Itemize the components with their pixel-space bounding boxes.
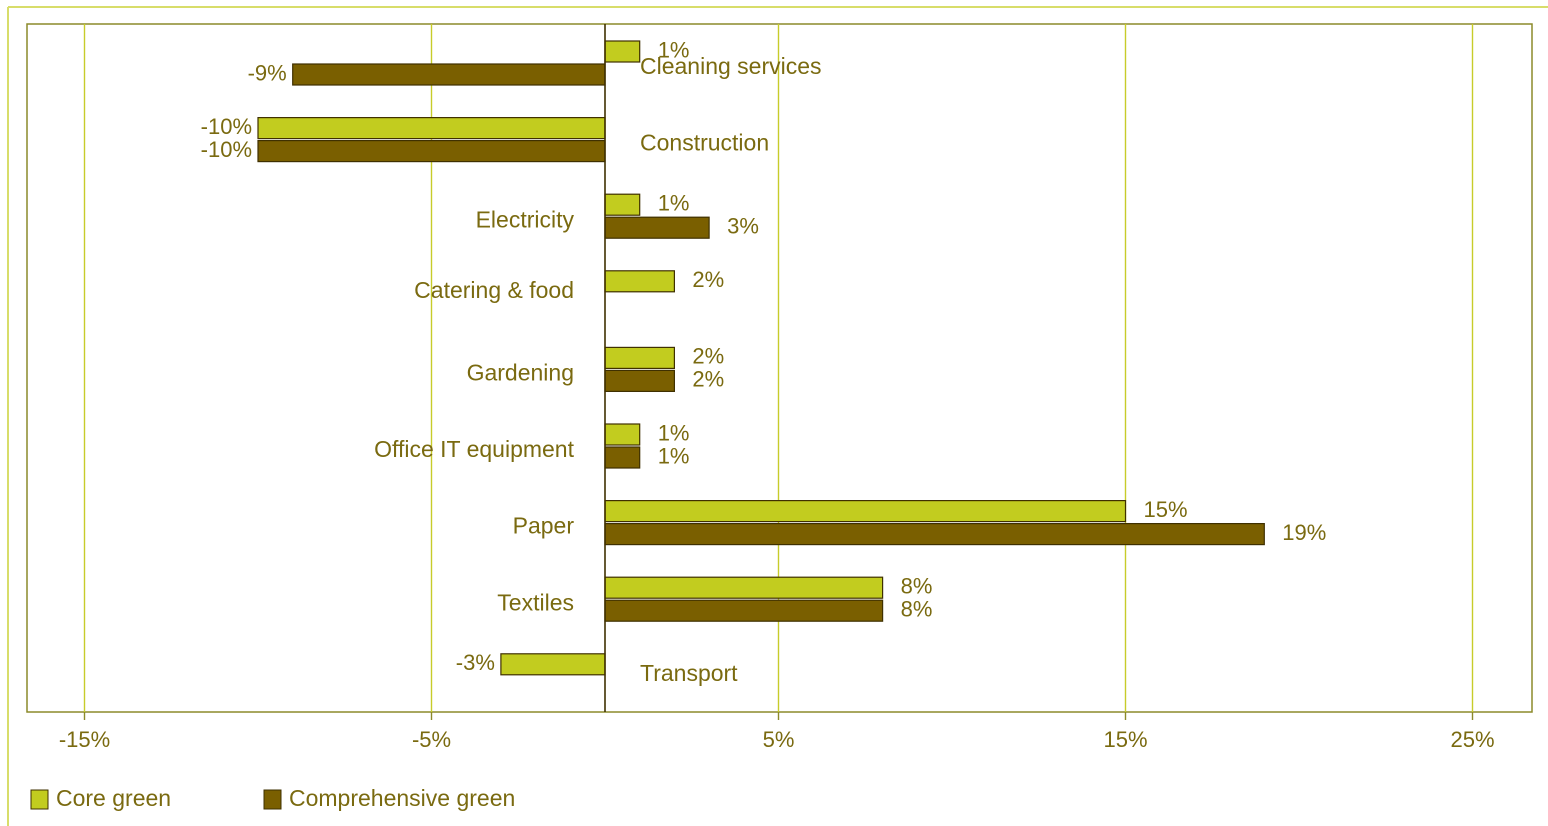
legend-swatch-core-green [30,789,49,810]
category-label: Gardening [467,359,574,385]
bar-core-green [604,500,1127,523]
data-label: -3% [456,650,495,675]
data-label: 8% [901,574,933,599]
bar-comprehensive-green [604,369,676,392]
category-label: Electricity [476,206,575,232]
bar-core-green [604,40,641,63]
bar-core-green [500,653,606,676]
x-tick-label: 15% [1103,727,1147,752]
legend-swatch-comprehensive-green [263,789,282,810]
data-label: -9% [248,60,287,85]
data-label: 1% [658,443,690,468]
bar-comprehensive-green [604,216,710,239]
x-tick-label: -15% [59,727,110,752]
data-label: 2% [692,267,724,292]
category-label: Catering & food [414,277,574,303]
category-label: Paper [513,513,575,539]
bar-comprehensive-green [604,522,1265,546]
data-label: 1% [658,191,690,216]
x-tick-label: -5% [412,727,451,752]
data-label: 3% [727,214,759,239]
bar-core-green [604,346,676,369]
data-label: -10% [201,114,252,139]
data-label: 2% [692,344,724,369]
data-label: 15% [1144,497,1188,522]
bar-comprehensive-green [604,446,641,469]
bar-comprehensive-green [257,140,606,163]
bar-core-green [604,270,676,293]
bar-core-green [604,193,641,216]
data-label: 1% [658,420,690,445]
data-label: 1% [658,37,690,62]
bar-comprehensive-green [292,63,606,86]
bar-core-green [604,576,884,599]
bar-core-green [257,116,606,140]
category-label: Cleaning services [640,53,822,79]
category-label: Construction [640,130,769,156]
data-label: 8% [901,597,933,622]
category-label: Office IT equipment [374,436,574,462]
data-label: -10% [201,137,252,162]
legend-label: Comprehensive green [289,785,515,811]
plot-area [26,23,1533,713]
x-tick-label: 25% [1450,727,1494,752]
data-label: 19% [1282,520,1326,545]
category-label: Transport [640,660,738,686]
x-tick-label: 5% [763,727,795,752]
category-label: Textiles [497,589,574,615]
bar-core-green [604,423,641,446]
bar-comprehensive-green [604,599,884,622]
legend-label: Core green [56,785,171,811]
data-label: 2% [692,367,724,392]
